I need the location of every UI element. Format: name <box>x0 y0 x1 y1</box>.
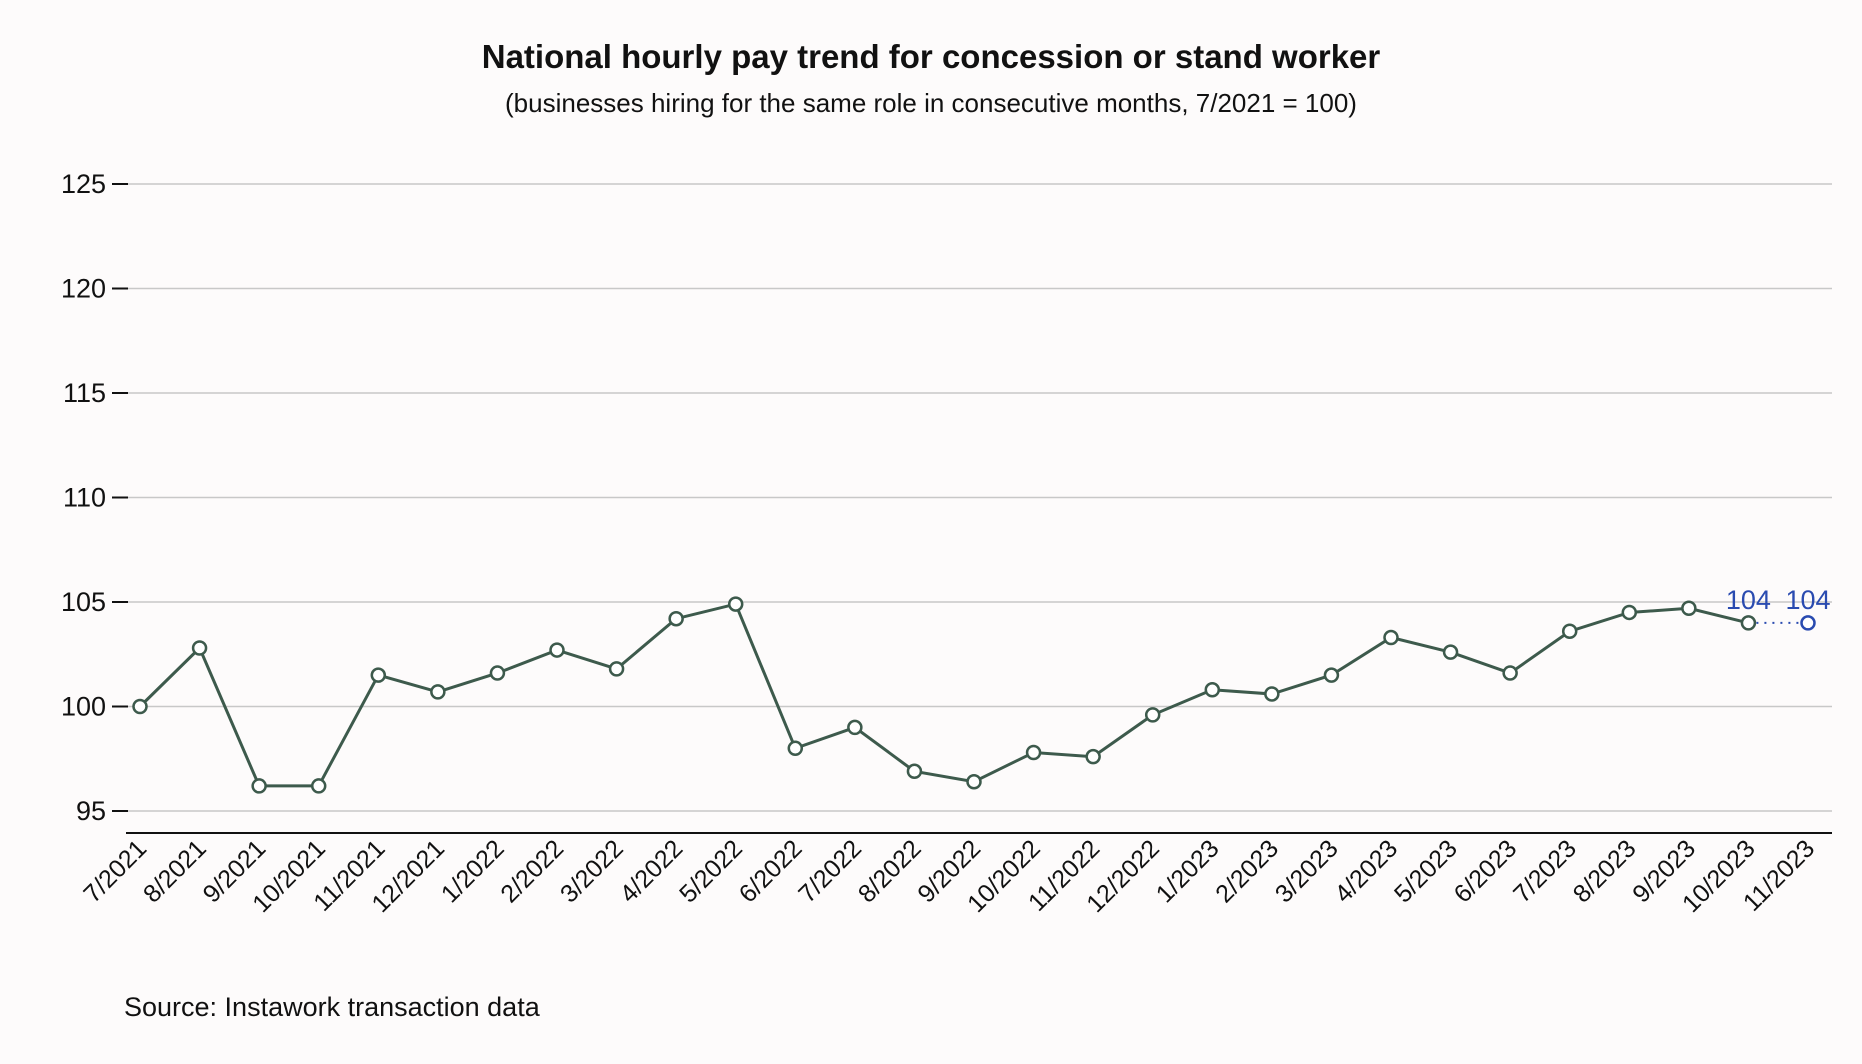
data-point-9-2022 <box>966 773 982 790</box>
series-0-line <box>138 602 1749 788</box>
x-tick-label-7-2021: 7/2021 <box>78 834 152 908</box>
data-point-4-2023 <box>1383 629 1399 646</box>
data-point-5-2022 <box>727 596 744 612</box>
y-tick-label-110: 110 <box>63 483 106 513</box>
y-tick-label-120: 120 <box>61 274 106 304</box>
x-tick-label-5-2023: 5/2023 <box>1389 834 1463 908</box>
data-point-6-2023 <box>1502 665 1518 681</box>
data-point-3-2023 <box>1323 667 1340 683</box>
data-point-4-2022 <box>668 610 684 627</box>
data-label-11-2023: 104 <box>1785 585 1830 615</box>
x-tick-label-4-2023: 4/2023 <box>1329 834 1403 908</box>
data-point-2-2022 <box>549 642 565 658</box>
x-tick-label-3-2022: 3/2022 <box>555 834 629 908</box>
source-note: Source: Instawork transaction data <box>124 992 540 1022</box>
data-point-11-2021 <box>370 667 387 683</box>
y-tick-label-115: 115 <box>63 378 106 408</box>
x-tick-label-4-2022: 4/2022 <box>615 834 689 908</box>
x-tick-label-6-2022: 6/2022 <box>734 834 808 908</box>
y-tick-label-95: 95 <box>76 796 106 826</box>
data-point-10-2023 <box>1740 615 1757 631</box>
data-point-7-2021 <box>132 698 148 715</box>
data-point-10-2022 <box>1025 744 1042 761</box>
data-point-12-2021 <box>430 684 446 700</box>
data-point-9-2023 <box>1681 600 1697 617</box>
data-point-8-2021 <box>191 640 208 656</box>
data-point-8-2023 <box>1621 604 1638 621</box>
x-tick-label-8-2021: 8/2021 <box>138 834 212 908</box>
data-point-7-2022 <box>847 719 863 736</box>
data-point-6-2022 <box>787 740 804 757</box>
y-tick-label-125: 125 <box>61 169 106 199</box>
y-tick-label-105: 105 <box>61 587 106 617</box>
x-tick-label-7-2023: 7/2023 <box>1508 834 1582 908</box>
x-tick-label-2-2022: 2/2022 <box>495 834 569 908</box>
x-tick-label-5-2022: 5/2022 <box>674 834 748 908</box>
data-point-10-2021 <box>310 778 327 794</box>
data-point-9-2021 <box>251 778 267 794</box>
data-point-3-2022 <box>608 661 625 677</box>
x-tick-label-8-2023: 8/2023 <box>1568 834 1642 908</box>
data-point-1-2023 <box>1204 682 1221 698</box>
data-point-7-2023 <box>1561 623 1578 640</box>
chart-title: National hourly pay trend for concession… <box>481 38 1381 75</box>
data-point-12-2022 <box>1144 707 1161 723</box>
data-point-11-2022 <box>1085 748 1101 765</box>
chart-subtitle: (businesses hiring for the same role in … <box>505 88 1357 118</box>
x-tick-label-6-2023: 6/2023 <box>1449 834 1523 908</box>
data-point-11-2023 <box>1800 615 1816 631</box>
x-tick-label-2-2023: 2/2023 <box>1210 834 1284 908</box>
data-point-8-2022 <box>906 763 923 780</box>
x-tick-label-8-2022: 8/2022 <box>853 834 927 908</box>
x-tick-label-7-2022: 7/2022 <box>793 834 867 908</box>
y-tick-label-100: 100 <box>61 692 106 722</box>
data-point-2-2023 <box>1264 686 1280 702</box>
data-label-10-2023: 104 <box>1726 585 1771 615</box>
data-point-1-2022 <box>489 665 506 681</box>
x-tick-label-1-2023: 1/2023 <box>1151 834 1225 908</box>
x-tick-label-3-2023: 3/2023 <box>1270 834 1344 908</box>
data-point-5-2023 <box>1442 644 1459 660</box>
x-tick-label-1-2022: 1/2022 <box>436 834 510 908</box>
